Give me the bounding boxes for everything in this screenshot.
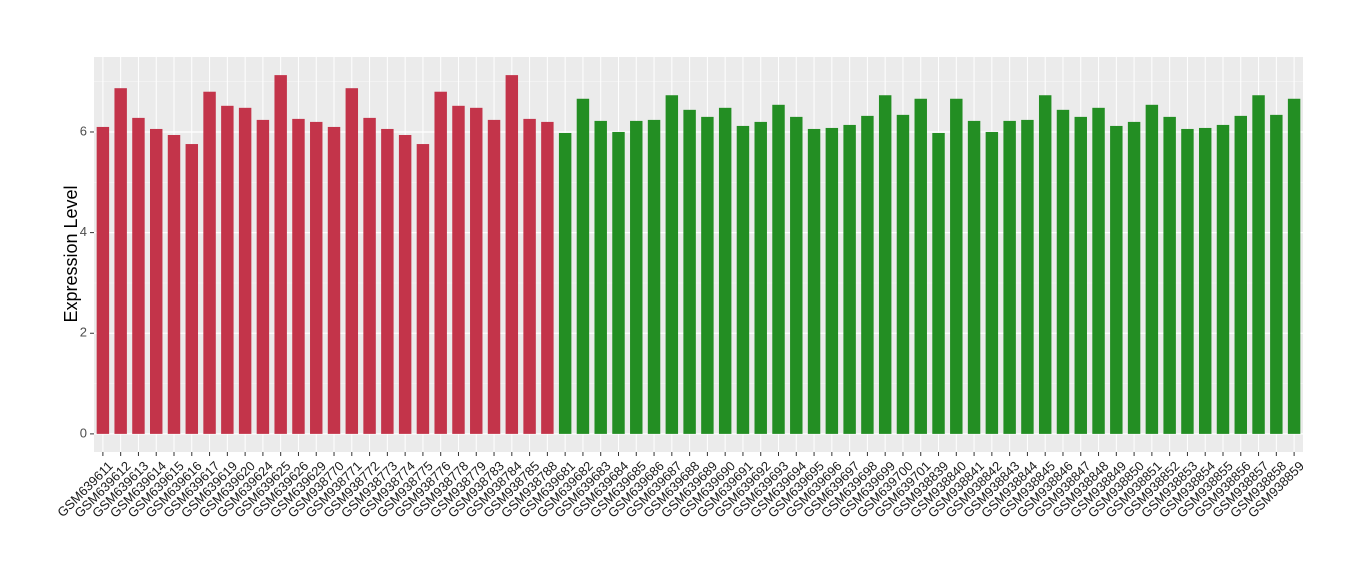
bar [878,95,892,434]
y-tick-label: 0 [80,425,87,440]
bar [558,132,572,434]
y-axis-title: Expression Level [61,185,81,322]
bar [434,91,447,434]
bar [1074,116,1087,434]
bar [754,121,767,434]
bar [1287,98,1301,434]
bar [487,119,501,434]
bar [541,121,554,434]
y-tick-label: 6 [80,123,87,138]
bar [256,119,270,434]
bar [1021,119,1034,434]
bar [772,104,785,434]
bar [630,120,643,434]
bar [1092,107,1105,434]
bar [701,116,714,434]
bar [470,107,483,434]
y-tick-label: 2 [80,325,87,340]
bar [1127,121,1141,434]
bar [1270,114,1283,434]
bar [185,144,199,434]
bar [1163,116,1176,434]
bar [221,105,234,434]
bar [807,128,821,434]
bar [416,144,430,434]
bar [505,75,519,434]
bar [363,117,376,434]
bar [1198,127,1212,434]
bar [1003,120,1016,434]
bar [114,88,127,434]
bar [950,98,963,434]
bar [967,120,981,434]
bar [612,131,625,434]
bar [523,118,536,434]
bar [825,127,839,434]
bar [132,117,145,434]
bar [1145,104,1159,434]
bar [167,134,181,434]
bar [150,128,163,434]
bar [1234,115,1247,434]
bar [96,126,110,434]
bar [310,121,323,434]
bar [843,124,856,434]
bar [985,131,999,434]
bar [718,107,732,434]
bar [203,91,216,434]
bar [683,109,696,434]
bar [932,132,945,434]
bar [292,118,305,434]
bar [665,95,679,434]
bar [736,125,750,434]
bar [327,126,341,434]
bar [452,105,465,434]
bar [1056,109,1070,434]
bar [1110,125,1123,434]
bar [1038,95,1052,434]
bar [1181,128,1194,434]
bar [594,120,607,434]
bar [1216,124,1230,434]
bar [896,114,910,434]
bar [345,88,359,434]
bar [861,115,874,434]
bar [914,98,927,434]
bar [381,128,394,434]
bar [238,107,252,434]
bar [647,119,661,434]
bar [790,116,803,434]
bar [398,134,412,434]
y-tick-label: 4 [80,224,87,239]
bar [274,75,287,434]
bar [576,98,590,434]
bar [1252,95,1265,434]
